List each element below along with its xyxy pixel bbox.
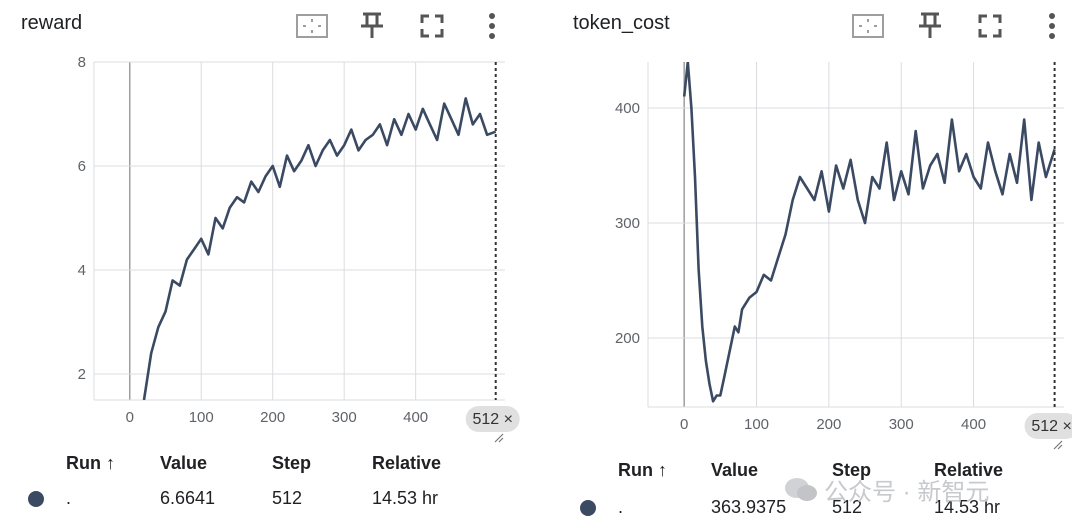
y-tick-label: 300	[615, 215, 640, 232]
y-tick-label: 2	[78, 366, 86, 383]
x-tick-label: 300	[889, 416, 914, 433]
y-tick-label: 200	[615, 330, 640, 347]
run-relative: 14.53 hr	[372, 488, 439, 508]
run-color-dot	[28, 491, 44, 507]
pin-button[interactable]	[354, 8, 390, 44]
run-step: 512	[272, 488, 303, 508]
more-vert-icon	[489, 13, 495, 39]
col-header-run[interactable]: Run ↑	[618, 460, 667, 480]
col-header-relative[interactable]: Relative	[372, 453, 442, 473]
col-header-step[interactable]: Step	[272, 453, 312, 473]
fit-domain-icon	[296, 14, 328, 38]
run-name: .	[66, 488, 72, 508]
col-header-relative[interactable]: Relative	[934, 460, 1004, 480]
wechat-icon	[785, 477, 817, 501]
fullscreen-button[interactable]	[414, 8, 450, 44]
fullscreen-button[interactable]	[972, 8, 1008, 44]
watermark-text: 公众号 · 新智元	[824, 479, 990, 506]
fit-domain-icon	[852, 14, 884, 38]
watermark: 公众号 · 新智元	[784, 472, 989, 507]
col-header-step[interactable]: Step	[832, 460, 872, 480]
chart-title: reward	[21, 12, 83, 34]
y-tick-label: 4	[78, 262, 86, 279]
chart-title: token_cost	[573, 12, 670, 34]
x-tick-label: 200	[260, 409, 285, 426]
x-tick-label: 100	[189, 409, 214, 426]
run-value: 6.6641	[160, 488, 216, 508]
more-options-button[interactable]	[1034, 8, 1070, 44]
x-tick-label: 300	[332, 409, 357, 426]
step-badge-bg	[465, 406, 520, 432]
col-header-value[interactable]: Value	[711, 460, 759, 480]
series-line	[142, 97, 497, 400]
reward-plot[interactable]: 0 100 200 300 400 2 4 6 8 512 ×	[0, 0, 520, 450]
fullscreen-icon	[420, 14, 444, 38]
col-header-value[interactable]: Value	[160, 453, 208, 473]
y-tick-label: 8	[78, 54, 86, 71]
x-tick-label: 400	[961, 416, 986, 433]
resize-handle-icon	[494, 433, 504, 443]
run-value: 363.9375	[711, 497, 787, 517]
x-tick-label: 0	[680, 416, 688, 433]
run-relative: 14.53 hr	[934, 497, 1001, 517]
step-badge-label: 512 ×	[1031, 418, 1071, 435]
run-color-dot	[580, 500, 596, 516]
fit-domain-button[interactable]	[294, 8, 330, 44]
x-tick-label: 0	[126, 409, 134, 426]
resize-handle-icon	[1053, 440, 1063, 450]
step-badge-bg	[1024, 413, 1072, 439]
run-step: 512	[832, 497, 863, 517]
series-line	[682, 62, 1056, 403]
fullscreen-icon	[978, 14, 1002, 38]
fit-domain-button[interactable]	[850, 8, 886, 44]
y-tick-label: 400	[615, 100, 640, 117]
x-tick-label: 100	[744, 416, 769, 433]
pin-button[interactable]	[912, 8, 948, 44]
pin-icon	[919, 12, 941, 38]
more-options-button[interactable]	[474, 8, 510, 44]
pin-icon	[361, 12, 383, 38]
x-tick-label: 200	[816, 416, 841, 433]
x-tick-label: 400	[403, 409, 428, 426]
col-header-run[interactable]: Run ↑	[66, 453, 115, 473]
token-cost-plot[interactable]: 0 100 200 300 400 200 300 400 512 ×	[552, 0, 1072, 455]
step-badge-label: 512 ×	[472, 411, 512, 428]
more-vert-icon	[1049, 13, 1055, 39]
run-name: .	[618, 497, 624, 517]
y-tick-label: 6	[78, 158, 86, 175]
token-cost-chart-card: token_cost 0 100 200 300 400 200 300 400 512 × R…	[552, 0, 1072, 529]
reward-chart-card: reward 0 100 200 300 400 2 4 6 8 512 × Run ↑ Valu…	[0, 0, 520, 529]
